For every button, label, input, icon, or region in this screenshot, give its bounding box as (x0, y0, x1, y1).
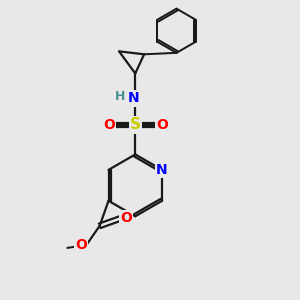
Text: O: O (75, 238, 87, 252)
Text: O: O (103, 118, 115, 132)
Text: N: N (128, 92, 140, 106)
Text: O: O (156, 118, 168, 132)
Text: S: S (130, 118, 141, 133)
Text: N: N (156, 163, 168, 177)
Text: H: H (115, 90, 125, 103)
Text: O: O (120, 212, 132, 226)
